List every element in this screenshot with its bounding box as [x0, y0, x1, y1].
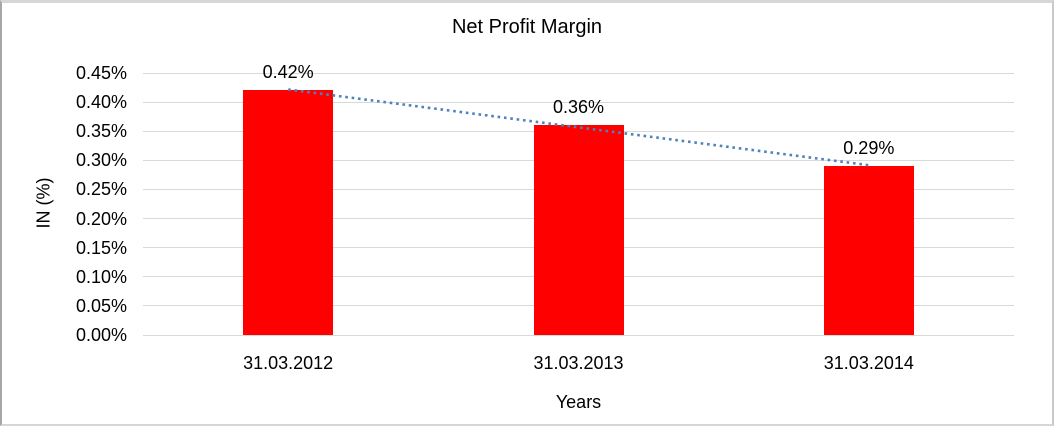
y-tick-label: 0.05%: [75, 295, 127, 316]
gridline: [143, 334, 1014, 336]
y-tick-label: 0.35%: [75, 121, 127, 142]
chart-title: Net Profit Margin: [451, 16, 603, 38]
y-tick-label: 0.30%: [75, 150, 127, 171]
x-axis-title: Years: [555, 392, 602, 412]
bar: [533, 125, 624, 335]
x-tick-label: 31.03.2012: [243, 353, 334, 373]
y-tick-label: 0.10%: [75, 266, 127, 287]
y-tick-label: 0.25%: [75, 179, 127, 200]
data-label: 0.29%: [843, 138, 895, 159]
data-label: 0.42%: [262, 62, 314, 83]
y-tick-label: 0.20%: [75, 208, 127, 229]
y-tick-label: 0.45%: [75, 63, 127, 83]
gridline: [143, 72, 1014, 74]
data-label: 0.36%: [552, 97, 605, 118]
x-tick-label: 31.03.2013: [533, 353, 624, 373]
x-tick-label: 31.03.2014: [823, 353, 914, 373]
y-tick-label: 0.15%: [75, 237, 127, 258]
y-axis-title-text: IN (%): [33, 177, 54, 229]
y-tick-label: 0.00%: [75, 325, 127, 345]
y-tick-label: 0.40%: [75, 92, 127, 113]
bar: [243, 90, 334, 335]
bar: [823, 166, 914, 335]
